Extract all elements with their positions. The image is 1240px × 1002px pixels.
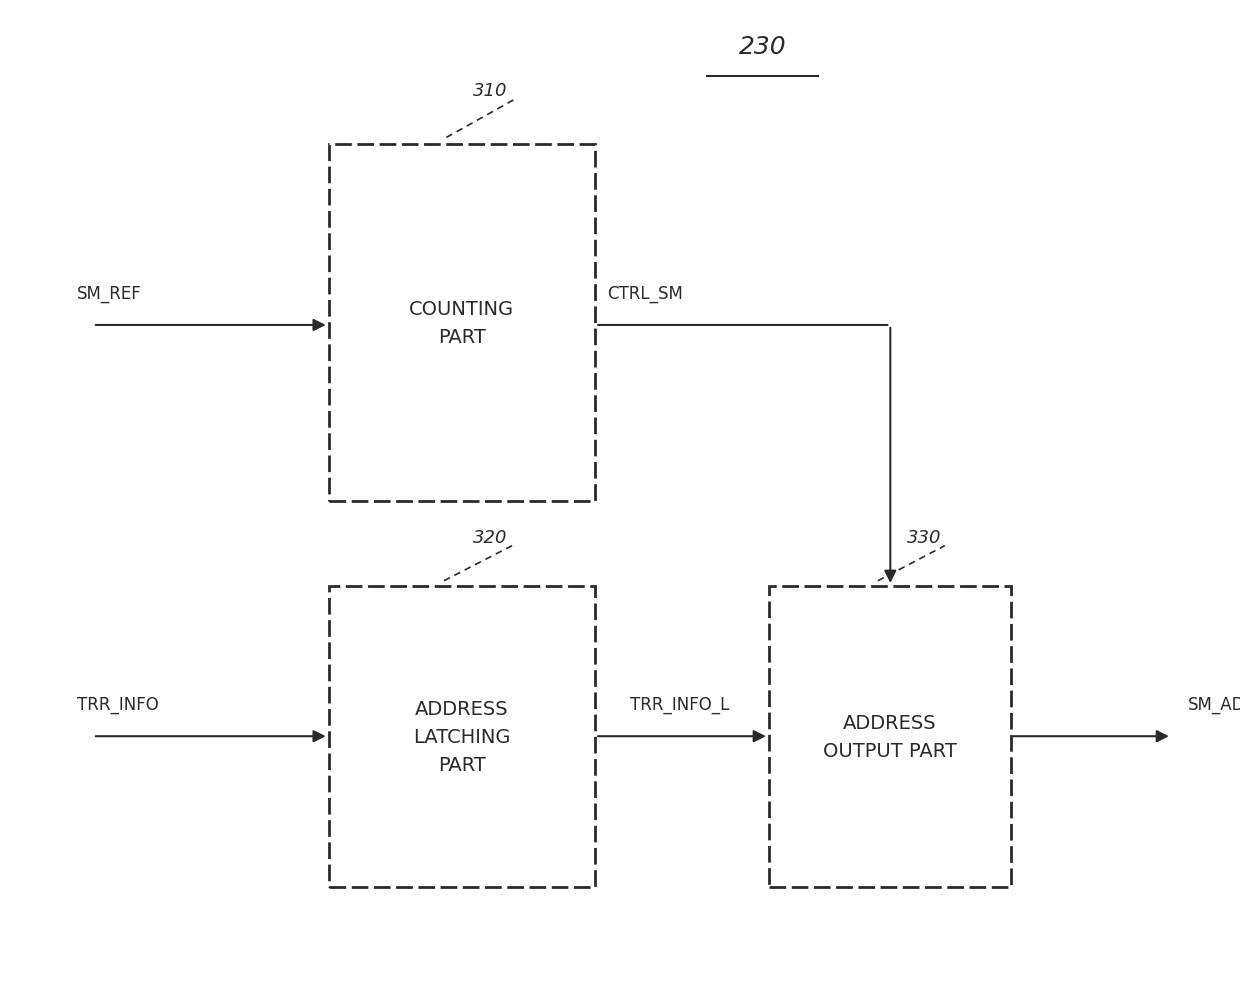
Text: ADDRESS
OUTPUT PART: ADDRESS OUTPUT PART (823, 713, 956, 760)
Text: 330: 330 (906, 528, 941, 546)
Text: 310: 310 (472, 82, 507, 100)
Text: ADDRESS
LATCHING
PART: ADDRESS LATCHING PART (413, 699, 511, 774)
Text: TRR_INFO_L: TRR_INFO_L (630, 695, 729, 713)
Bar (769, 586, 1011, 887)
Text: TRR_INFO: TRR_INFO (77, 695, 159, 713)
Text: CTRL_SM: CTRL_SM (608, 285, 683, 303)
Text: COUNTING
PART: COUNTING PART (409, 300, 515, 347)
Text: SM_ADD: SM_ADD (1188, 695, 1240, 713)
Text: 230: 230 (739, 35, 786, 59)
Text: 320: 320 (472, 528, 507, 546)
Bar (329, 145, 595, 501)
Text: SM_REF: SM_REF (77, 285, 141, 303)
Bar (329, 586, 595, 887)
